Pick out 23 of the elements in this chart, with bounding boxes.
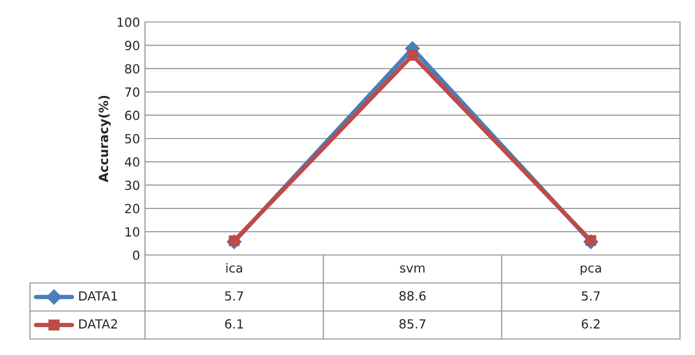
x-tick-label: svm — [400, 265, 424, 273]
x-tick-label: pca — [580, 265, 601, 276]
y-tick-label: 30 — [125, 180, 140, 190]
y-tick-label: 20 — [125, 204, 140, 214]
y-tick-label: 50 — [125, 134, 140, 144]
y-tick-label: 60 — [125, 110, 140, 120]
y-tick-label: 100 — [118, 17, 140, 27]
y-tick-label: 90 — [125, 40, 140, 50]
y-tick-label: 40 — [124, 157, 140, 167]
y-tick-label: 80 — [125, 64, 140, 74]
data-label: 5.7 — [225, 291, 244, 301]
legend-label: DATA1 — [79, 291, 118, 300]
data-label: 6.2 — [582, 319, 600, 329]
y-tick-label: 10 — [126, 227, 140, 237]
data-label: 6.1 — [225, 319, 243, 329]
y-tick-label: 70 — [125, 87, 140, 97]
data-label: 88.6 — [399, 291, 426, 301]
legend-label: DATA2 — [79, 319, 117, 328]
y-axis-title: Accuracy(%) — [98, 96, 111, 182]
x-tick-label: ica — [226, 262, 242, 273]
data-label: 85.7 — [399, 319, 426, 329]
y-tick-label: 0 — [133, 250, 140, 260]
data-label: 5.7 — [582, 291, 600, 301]
